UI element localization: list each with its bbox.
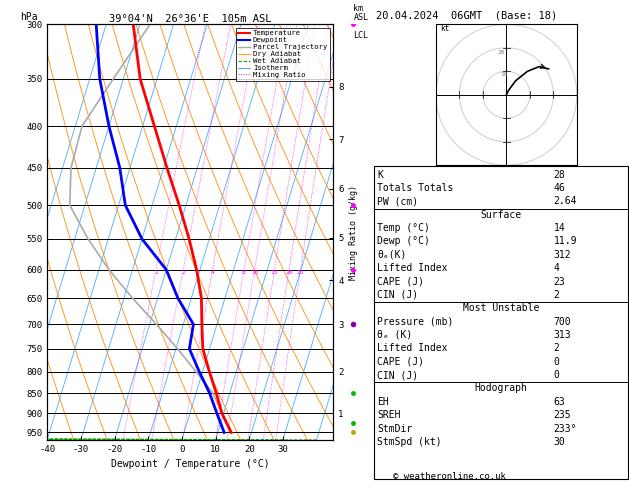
Text: Pressure (mb): Pressure (mb) <box>377 317 454 327</box>
Text: 10: 10 <box>500 72 508 77</box>
Text: Totals Totals: Totals Totals <box>377 183 454 193</box>
Text: 1: 1 <box>154 270 158 275</box>
Text: SREH: SREH <box>377 410 401 420</box>
Text: 4: 4 <box>554 263 559 273</box>
Text: θₑ(K): θₑ(K) <box>377 250 407 260</box>
Text: Temp (°C): Temp (°C) <box>377 223 430 233</box>
Text: © weatheronline.co.uk: © weatheronline.co.uk <box>393 472 506 481</box>
Text: 312: 312 <box>554 250 571 260</box>
Text: Dewp (°C): Dewp (°C) <box>377 236 430 246</box>
Text: 25: 25 <box>297 270 304 275</box>
Text: 313: 313 <box>554 330 571 340</box>
Text: CIN (J): CIN (J) <box>377 290 418 300</box>
Text: 2: 2 <box>554 343 559 353</box>
Text: 14: 14 <box>554 223 565 233</box>
Text: Mixing Ratio (g/kg): Mixing Ratio (g/kg) <box>350 185 359 279</box>
Text: 20.04.2024  06GMT  (Base: 18): 20.04.2024 06GMT (Base: 18) <box>376 10 557 20</box>
Text: StmSpd (kt): StmSpd (kt) <box>377 437 442 447</box>
Text: 0: 0 <box>554 357 559 367</box>
Text: K: K <box>377 170 383 180</box>
Text: CAPE (J): CAPE (J) <box>377 357 425 367</box>
Text: PW (cm): PW (cm) <box>377 196 418 207</box>
Text: Lifted Index: Lifted Index <box>377 263 448 273</box>
Text: 4: 4 <box>211 270 214 275</box>
Text: StmDir: StmDir <box>377 424 413 434</box>
Text: θₑ (K): θₑ (K) <box>377 330 413 340</box>
Text: 2.64: 2.64 <box>554 196 577 207</box>
Text: kt: kt <box>440 24 450 34</box>
Text: EH: EH <box>377 397 389 407</box>
Text: 235: 235 <box>554 410 571 420</box>
Text: 2: 2 <box>554 290 559 300</box>
Text: LCL: LCL <box>353 31 369 40</box>
Text: Most Unstable: Most Unstable <box>463 303 539 313</box>
Text: Lifted Index: Lifted Index <box>377 343 448 353</box>
Text: CIN (J): CIN (J) <box>377 370 418 380</box>
Text: Surface: Surface <box>481 209 521 220</box>
Text: 30: 30 <box>554 437 565 447</box>
Text: 28: 28 <box>554 170 565 180</box>
Legend: Temperature, Dewpoint, Parcel Trajectory, Dry Adiabat, Wet Adiabat, Isotherm, Mi: Temperature, Dewpoint, Parcel Trajectory… <box>236 28 330 81</box>
Text: 63: 63 <box>554 397 565 407</box>
Text: 15: 15 <box>270 270 278 275</box>
Text: 233°: 233° <box>554 424 577 434</box>
Text: 20: 20 <box>498 50 505 55</box>
Text: 2: 2 <box>181 270 185 275</box>
Text: 46: 46 <box>554 183 565 193</box>
Text: CAPE (J): CAPE (J) <box>377 277 425 287</box>
Text: 700: 700 <box>554 317 571 327</box>
Text: 20: 20 <box>285 270 292 275</box>
X-axis label: Dewpoint / Temperature (°C): Dewpoint / Temperature (°C) <box>111 459 270 469</box>
Text: 11.9: 11.9 <box>554 236 577 246</box>
Text: 10: 10 <box>251 270 259 275</box>
Text: Hodograph: Hodograph <box>474 383 528 394</box>
Text: 23: 23 <box>554 277 565 287</box>
Text: km
ASL: km ASL <box>353 3 369 22</box>
Text: hPa: hPa <box>20 12 38 22</box>
Text: 0: 0 <box>554 370 559 380</box>
Title: 39°04'N  26°36'E  105m ASL: 39°04'N 26°36'E 105m ASL <box>109 14 272 23</box>
Text: 8: 8 <box>242 270 246 275</box>
